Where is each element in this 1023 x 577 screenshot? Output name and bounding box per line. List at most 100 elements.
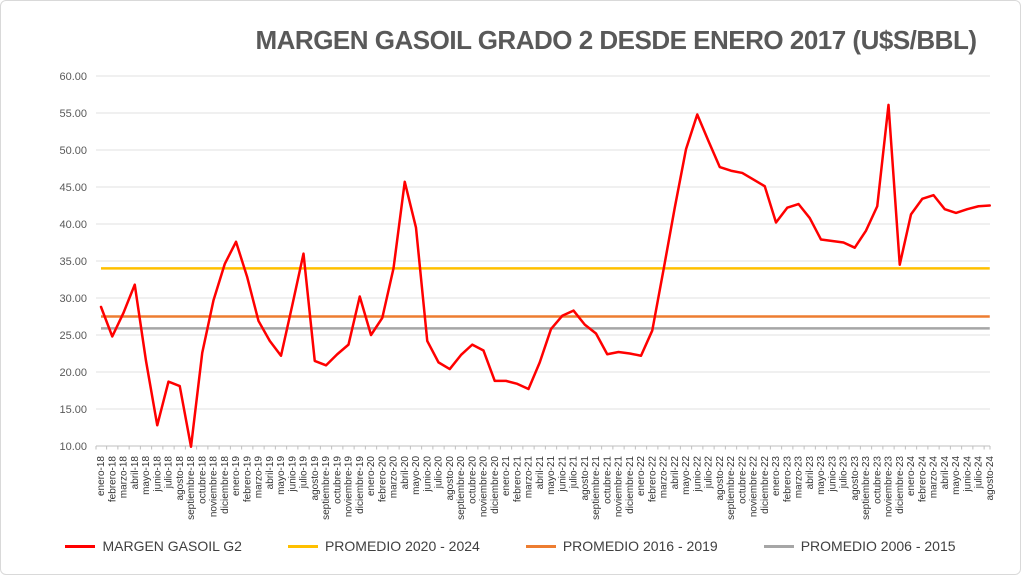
y-axis-tick-label: 45.00 xyxy=(59,182,87,194)
x-axis-month-label: abril-20 xyxy=(400,456,411,490)
legend-swatch-orange-line xyxy=(525,544,556,548)
x-axis-month-label: septiembre-23 xyxy=(861,456,872,520)
x-axis-month-label: enero-22 xyxy=(636,456,647,496)
x-axis-month-label: abril-21 xyxy=(535,456,546,490)
x-axis-month-label: febrero-23 xyxy=(782,456,793,503)
x-axis-month-label: enero-20 xyxy=(366,456,377,496)
x-axis-month-label: diciembre-19 xyxy=(355,456,366,514)
x-axis-month-label: octubre-22 xyxy=(737,456,748,504)
x-axis-month-label: junio-19 xyxy=(287,456,298,493)
x-axis-month-label: marzo-22 xyxy=(659,456,670,499)
x-axis-month-label: marzo-20 xyxy=(389,456,400,499)
x-axis-month-label: diciembre-18 xyxy=(220,456,231,514)
x-axis-month-label: diciembre-22 xyxy=(760,456,771,514)
legend-item-margen-gasoil-g2: MARGEN GASOIL G2 xyxy=(65,538,242,554)
legend-swatch-yellow-line xyxy=(287,544,318,548)
y-axis-tick-label: 10.00 xyxy=(59,441,87,453)
x-axis-month-label: agosto-18 xyxy=(175,456,186,501)
x-axis-month-label: enero-21 xyxy=(501,456,512,496)
x-axis-month-label: noviembre-23 xyxy=(884,456,895,518)
legend-item-promedio-2020-2024: PROMEDIO 2020 - 2024 xyxy=(287,538,480,554)
x-axis-month-label: junio-24 xyxy=(962,456,973,493)
x-axis-month-label: julio-18 xyxy=(164,456,175,490)
x-axis-month-label: octubre-20 xyxy=(467,456,478,504)
chart-legend: MARGEN GASOIL G2 PROMEDIO 2020 - 2024 PR… xyxy=(1,538,1020,554)
legend-swatch-red-line xyxy=(65,544,96,548)
x-axis-month-label: mayo-18 xyxy=(141,456,152,495)
chart-title: MARGEN GASOIL GRADO 2 DESDE ENERO 2017 (… xyxy=(255,25,978,55)
x-axis-month-label: agosto-23 xyxy=(850,456,861,501)
x-axis-month-label: febrero-18 xyxy=(107,456,118,503)
legend-item-promedio-2016-2019: PROMEDIO 2016 - 2019 xyxy=(525,538,718,554)
x-axis-month-label: marzo-21 xyxy=(524,456,535,499)
x-axis-month-label: julio-21 xyxy=(569,456,580,490)
x-axis-month-label: septiembre-19 xyxy=(321,456,332,520)
x-axis-month-label: julio-24 xyxy=(974,456,985,490)
x-axis-month-label: octubre-19 xyxy=(332,456,343,504)
x-axis-month-label: marzo-18 xyxy=(119,456,130,499)
x-axis-month-label: diciembre-21 xyxy=(625,456,636,514)
x-axis-month-label: octubre-21 xyxy=(602,456,613,504)
x-axis-month-label: enero-18 xyxy=(96,456,107,496)
x-axis-month-label: junio-18 xyxy=(152,456,163,493)
x-axis-month-label: abril-24 xyxy=(940,456,951,490)
x-axis-month-label: octubre-18 xyxy=(197,456,208,504)
x-axis-month-label: marzo-24 xyxy=(929,456,940,499)
data-series-margen-gasoil-g2 xyxy=(99,103,991,448)
x-axis-month-label: enero-19 xyxy=(231,456,242,496)
y-axis-tick-label: 55.00 xyxy=(59,108,87,120)
x-axis-month-label: mayo-22 xyxy=(681,456,692,495)
x-axis-month-label: noviembre-18 xyxy=(209,456,220,518)
x-axis-month-label: febrero-22 xyxy=(647,456,658,503)
x-axis-month-label: mayo-21 xyxy=(546,456,557,495)
y-axis-tick-label: 50.00 xyxy=(59,145,87,157)
x-axis-month-label: julio-20 xyxy=(434,456,445,490)
x-axis-month-label: agosto-24 xyxy=(985,456,996,501)
x-axis-month-label: mayo-24 xyxy=(951,456,962,495)
x-axis-month-label: mayo-20 xyxy=(411,456,422,495)
x-axis-month-label: agosto-19 xyxy=(310,456,321,501)
y-axis-tick-label: 20.00 xyxy=(59,367,87,379)
x-axis-month-label: junio-21 xyxy=(557,456,568,493)
x-axis-month-label: junio-22 xyxy=(692,456,703,493)
y-axis-tick-label: 35.00 xyxy=(59,256,87,268)
x-axis-month-label: junio-20 xyxy=(422,456,433,493)
legend-label: PROMEDIO 2016 - 2019 xyxy=(562,538,718,554)
legend-label: PROMEDIO 2006 - 2015 xyxy=(800,538,956,554)
x-axis-month-label: abril-22 xyxy=(670,456,681,490)
x-axis-month-label: septiembre-22 xyxy=(726,456,737,520)
legend-label: PROMEDIO 2020 - 2024 xyxy=(324,538,480,554)
x-axis-month-label: febrero-21 xyxy=(512,456,523,503)
x-axis-month-label: enero-24 xyxy=(906,456,917,496)
x-axis-month-label: septiembre-21 xyxy=(591,456,602,520)
legend-item-promedio-2006-2015: PROMEDIO 2006 - 2015 xyxy=(763,538,956,554)
x-axis-month-label: agosto-20 xyxy=(445,456,456,501)
legend-label: MARGEN GASOIL G2 xyxy=(102,538,242,554)
x-axis-month-label: febrero-24 xyxy=(917,456,928,503)
x-axis-month-label: marzo-19 xyxy=(254,456,265,499)
x-axis-month-label: octubre-23 xyxy=(872,456,883,504)
x-axis-month-label: febrero-20 xyxy=(377,456,388,503)
x-axis-month-label: agosto-21 xyxy=(580,456,591,501)
y-axis-tick-label: 15.00 xyxy=(59,404,87,416)
x-axis-month-label: enero-23 xyxy=(771,456,782,496)
x-axis-month-label: abril-19 xyxy=(265,456,276,490)
x-axis-month-label: noviembre-20 xyxy=(479,456,490,518)
x-axis-month-label: marzo-23 xyxy=(794,456,805,499)
x-axis-month-label: junio-23 xyxy=(827,456,838,493)
x-axis-month-label: agosto-22 xyxy=(715,456,726,501)
x-axis-month-label: julio-22 xyxy=(704,456,715,490)
x-axis-month-label: noviembre-19 xyxy=(344,456,355,518)
legend-swatch-gray-line xyxy=(763,544,794,548)
x-axis-month-label: noviembre-22 xyxy=(749,456,760,518)
x-axis-month-label: mayo-19 xyxy=(276,456,287,495)
x-axis-month-label: septiembre-20 xyxy=(456,456,467,520)
y-axis-tick-label: 25.00 xyxy=(59,330,87,342)
x-axis-month-label: febrero-19 xyxy=(242,456,253,503)
x-axis-month-label: septiembre-18 xyxy=(186,456,197,520)
y-axis-tick-label: 40.00 xyxy=(59,219,87,231)
x-axis-month-label: julio-23 xyxy=(839,456,850,490)
y-axis-tick-label: 60.00 xyxy=(59,71,87,83)
